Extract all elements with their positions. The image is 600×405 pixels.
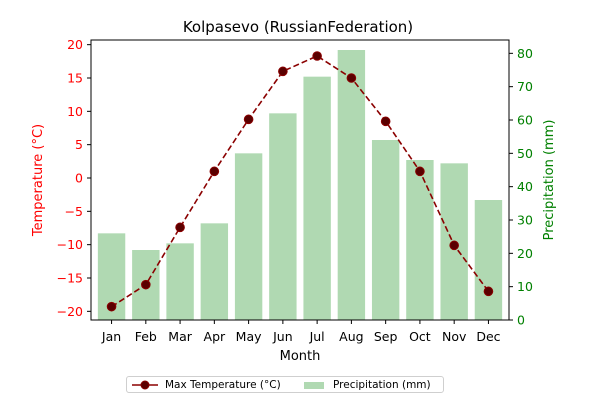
precip-bar-jun — [269, 113, 297, 320]
temp-point-aug — [346, 73, 357, 83]
x-tick-label: Aug — [339, 329, 363, 344]
x-tick-label: Oct — [409, 329, 431, 344]
temp-point-feb — [141, 279, 151, 290]
legend-item-precipitation: Precipitation (mm) — [303, 378, 431, 392]
x-axis: Jan Feb Mar Apr May Jun Jul Aug Sep Oct Nov Dec — [101, 320, 501, 344]
x-tick-label: Jun — [272, 329, 293, 344]
x-tick-label: Sep — [374, 329, 398, 344]
left-tick-label: −15 — [57, 271, 83, 286]
temp-point-jun — [278, 66, 288, 77]
x-tick-label: Jan — [101, 329, 121, 344]
right-axis: 0 10 20 30 40 50 60 70 80 — [509, 46, 533, 328]
left-axis: −20 −15 −10 −5 0 5 10 15 20 — [57, 37, 91, 319]
temperature-line — [106, 51, 494, 312]
temp-point-oct — [415, 166, 425, 177]
left-axis-label: Temperature (°C) — [31, 124, 46, 237]
x-tick-label: Nov — [442, 329, 467, 344]
chart-title: Kolpasevo (RussianFederation) — [183, 18, 413, 36]
x-tick-label: Mar — [168, 329, 192, 344]
left-tick-label: 0 — [75, 171, 83, 186]
right-tick-label: 20 — [517, 246, 533, 261]
left-tick-label: 15 — [67, 71, 83, 86]
temp-point-jul — [312, 51, 322, 61]
precip-bar-aug — [337, 50, 366, 320]
precip-bar-apr — [200, 223, 229, 320]
right-tick-label: 0 — [517, 313, 525, 328]
precip-bar-oct — [406, 160, 434, 320]
right-tick-label: 30 — [517, 213, 533, 228]
x-tick-label: Feb — [135, 329, 157, 344]
right-tick-label: 10 — [517, 279, 533, 294]
legend: Max Temperature (°C) Precipitation (mm) — [126, 376, 444, 393]
temp-point-sep — [380, 116, 391, 127]
right-axis-label: Precipitation (mm) — [542, 120, 557, 241]
legend-precipitation-swatch — [304, 382, 324, 389]
plot-frame — [90, 39, 510, 321]
left-tick-label: 10 — [67, 104, 83, 119]
x-tick-label: Jul — [309, 329, 325, 344]
left-tick-label: −10 — [57, 237, 83, 252]
legend-label-temperature: Max Temperature (°C) — [165, 379, 281, 391]
x-tick-label: Dec — [476, 329, 500, 344]
precip-bar-sep — [371, 140, 400, 320]
legend-label-precipitation: Precipitation (mm) — [333, 379, 431, 391]
right-tick-label: 60 — [517, 113, 533, 128]
left-tick-label: −20 — [57, 304, 83, 319]
right-tick-label: 40 — [517, 179, 533, 194]
right-tick-label: 50 — [517, 146, 533, 161]
left-tick-label: 5 — [75, 137, 83, 152]
precip-bar-jul — [303, 76, 331, 321]
legend-temperature-swatch — [132, 380, 158, 390]
right-tick-label: 70 — [517, 79, 533, 94]
temp-point-jan — [106, 301, 117, 312]
precip-bar-dec — [474, 200, 503, 320]
temp-point-mar — [175, 222, 185, 233]
temp-point-may — [243, 114, 254, 125]
temp-point-nov — [449, 240, 459, 251]
left-tick-label: 20 — [67, 37, 83, 52]
precipitation-bars — [97, 50, 503, 321]
temp-point-dec — [483, 286, 494, 297]
precip-bar-mar — [166, 243, 194, 320]
legend-item-temperature: Max Temperature (°C) — [131, 378, 281, 392]
right-tick-label: 80 — [517, 46, 533, 61]
x-axis-label: Month — [280, 349, 321, 364]
temp-point-apr — [209, 166, 220, 177]
x-tick-label: Apr — [204, 329, 226, 344]
left-tick-label: −5 — [65, 204, 83, 219]
x-tick-label: May — [236, 329, 262, 344]
precip-bar-may — [234, 153, 263, 320]
